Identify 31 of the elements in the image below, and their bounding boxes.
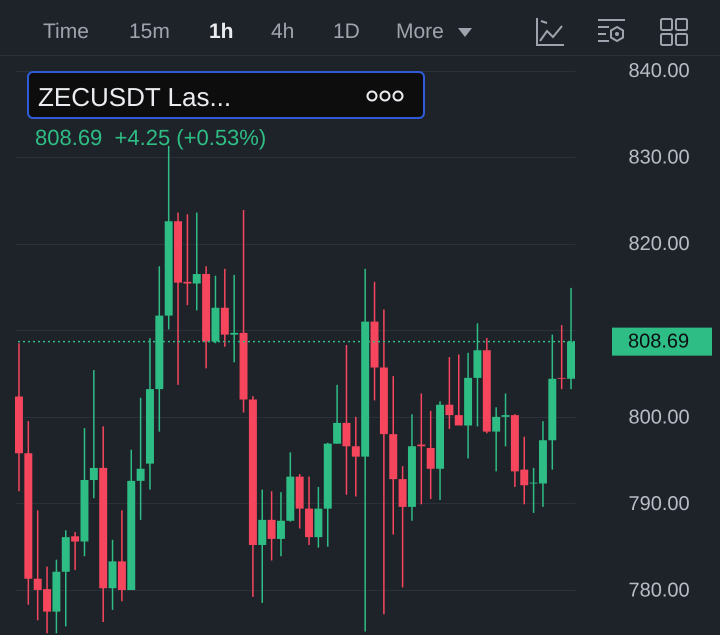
label-box: ZECUSDT Las...	[27, 71, 425, 119]
candlestick	[352, 416, 360, 498]
candlestick	[192, 212, 201, 312]
candlestick	[333, 384, 342, 444]
candlestick	[342, 344, 350, 496]
text: Time	[43, 20, 89, 44]
candlestick	[492, 406, 500, 472]
text: 15m	[129, 20, 170, 44]
y-tick-label: 800.00	[628, 406, 690, 428]
candlestick	[71, 531, 80, 571]
y-tick-label: 790.00	[628, 492, 690, 515]
y-tick-label: 830.00	[628, 146, 690, 169]
text: 4h	[271, 20, 294, 44]
candlestick	[90, 369, 98, 499]
candlestick	[502, 392, 510, 448]
text: More	[396, 20, 444, 44]
text: 1D	[333, 20, 360, 44]
text: 1h	[209, 20, 234, 44]
text: 808.69 +4.25 (+0.53%)	[35, 125, 266, 151]
candlestick	[454, 354, 463, 426]
candlestick	[426, 410, 435, 500]
y-tick-label: 840.00	[628, 60, 690, 82]
candlestick	[276, 491, 285, 557]
y-tick-label: 780.00	[628, 579, 690, 602]
candlestick	[136, 397, 145, 521]
ref-line-label: 808.69	[628, 330, 690, 353]
candlestick	[417, 392, 426, 506]
candlestick	[558, 324, 566, 390]
candlestick	[445, 356, 454, 430]
candlestick	[268, 490, 276, 562]
y-tick-label: 820.00	[628, 233, 690, 256]
